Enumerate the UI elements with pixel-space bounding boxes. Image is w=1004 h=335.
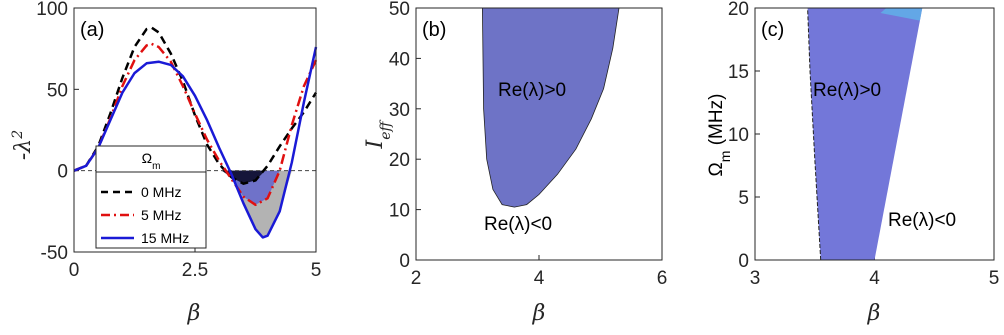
- panel-b-region-negative: Re(λ)<0: [484, 214, 552, 235]
- legend-box: [95, 145, 207, 249]
- panel-2-ytick-label: 5: [738, 188, 749, 209]
- panel-a-frame: [73, 7, 317, 253]
- panel-a-xlabel: β: [187, 301, 201, 326]
- unstable-region: [807, 8, 923, 260]
- panel-0-xtick-label: 0: [69, 260, 80, 281]
- panel-c-label: (c): [761, 19, 784, 41]
- panel-2-ytick-label: 10: [728, 125, 749, 146]
- panel-2-xtick-label: 5: [989, 268, 1000, 289]
- series-line-2: [73, 46, 318, 239]
- panel-1-ytick-label: 20: [389, 150, 410, 171]
- panel-1-ytick-label: 10: [389, 201, 410, 222]
- panel-b-region-positive: Re(λ)>0: [498, 80, 566, 101]
- panel-1-ytick-label: 50: [389, 0, 410, 20]
- panel-2-xtick-label: 3: [750, 268, 761, 289]
- panel-2-ytick-label: 15: [728, 62, 749, 83]
- panel-a-ylabel: -λ2: [10, 130, 36, 160]
- panel-0-ytick-label: 50: [47, 80, 68, 101]
- panel-2-ytick-label: 20: [728, 0, 749, 20]
- series-line-1: [73, 42, 318, 207]
- panel-b: Ieff β 2 4 6 0 10 20 30 40 50 (b) Re(λ)>0 Re(λ)<…: [363, 0, 667, 326]
- panel-1-ytick-label: 0: [399, 251, 410, 272]
- panel-1-ytick-label: 40: [389, 49, 410, 70]
- panel-0-xtick-label: 5: [311, 260, 322, 281]
- panel-0-ytick-label: -50: [41, 243, 68, 264]
- panel-c-xlabel: β: [867, 301, 881, 326]
- panel-c-region-negative: Re(λ)<0: [888, 210, 956, 231]
- panel-c-frame: [754, 7, 995, 261]
- panel-0-ytick-label: 0: [57, 162, 68, 183]
- panel-1-xtick-label: 6: [657, 268, 668, 289]
- unstable-boundary: [807, 7, 822, 261]
- legend-entry-2: 15 MHz: [141, 230, 189, 246]
- panel-c-ylabel: Ωm (MHz): [706, 94, 733, 177]
- legend-entry-0: 0 MHz: [141, 184, 181, 200]
- panel-0-ytick-label: 100: [36, 0, 68, 20]
- unstable-region: [481, 7, 620, 208]
- panel-1-xtick-label: 4: [534, 268, 545, 289]
- panel-c: Ωm (MHz) β 3 4 5 0 5 10 15 20 (c) Re(λ)>0 Re(λ)…: [706, 0, 999, 326]
- region-highlight: [880, 8, 923, 21]
- panel-1-xtick-label: 2: [411, 268, 422, 289]
- panel-c-region-positive: Re(λ)>0: [813, 80, 881, 101]
- panel-b-frame: [415, 7, 663, 261]
- panel-b-xlabel: β: [532, 301, 546, 326]
- panel-2-ytick-label: 0: [738, 251, 749, 272]
- legend: Ωm 0 MHz 5 MHz 15 MHz: [95, 145, 207, 249]
- panel-b-label: (b): [422, 19, 446, 41]
- panel-b-ylabel: Ieff: [363, 119, 394, 149]
- legend-title: Ωm: [142, 150, 161, 172]
- panel-a-label: (a): [80, 19, 104, 41]
- panel-1-ytick-label: 30: [389, 100, 410, 121]
- panel-0-xtick-label: 2.5: [182, 260, 208, 281]
- panel-2-xtick-label: 4: [869, 268, 880, 289]
- legend-entry-1: 5 MHz: [141, 207, 181, 223]
